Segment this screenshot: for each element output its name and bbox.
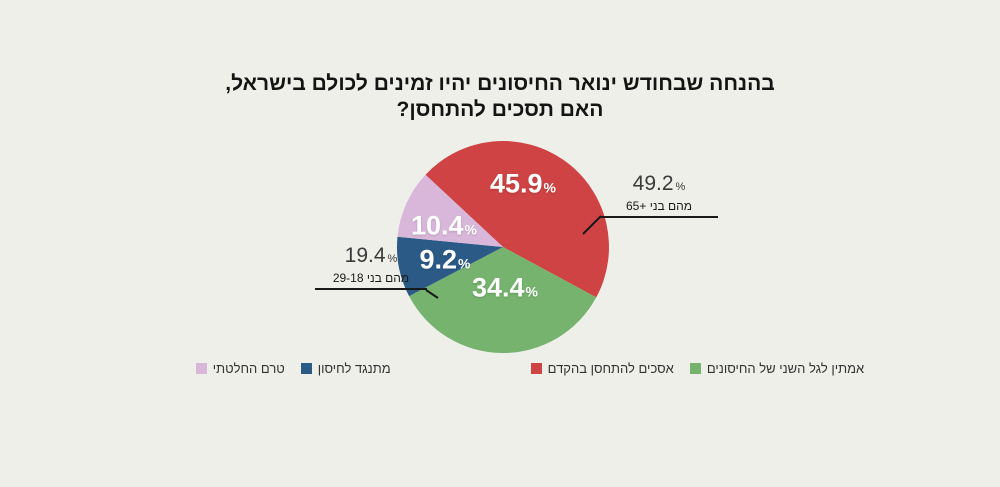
percent-sign: % (543, 179, 557, 196)
annotation-18-29-label: מהם בני 29-18 (332, 271, 410, 285)
slice-value-number: 9.2 (419, 244, 458, 275)
annotation-65plus-label: מהם בני +65 (626, 199, 692, 213)
annotation-65plus-number: 49.2 (632, 172, 674, 195)
legend-label: אמתין לגל השני של החיסונים (706, 361, 865, 376)
annotation-18-29-value: 19.4% (315, 244, 427, 271)
legend-swatch-icon (300, 363, 312, 374)
legend-label: מתנגד לחיסון (317, 361, 391, 376)
annotation-65plus: 49.2% מהם בני +65 (600, 172, 718, 218)
chart-legend: טרם החלטתי מתנגד לחיסון אסכים להתחסן בהקדם… (30, 361, 1000, 376)
percent-sign: % (675, 181, 686, 193)
legend-item-1: טרם החלטתי (195, 361, 285, 376)
legend-item-4: אמתין לגל השני של החיסונים (689, 361, 865, 376)
pie-slice-2 (409, 247, 597, 353)
legend-item-2: מתנגד לחיסון (300, 361, 391, 376)
legend-label: אסכים להתחסן בהקדם (547, 361, 674, 376)
legend-swatch-icon (689, 363, 701, 374)
slice-value-label: 10.4% (410, 210, 478, 244)
slice-value-label: 45.9% (489, 168, 557, 202)
annotation-18-29: 19.4% מהם בני 29-18 (315, 244, 427, 290)
pie-slice-3 (396, 236, 503, 297)
chart-title-line-2: האם תסכים להתחסן? (396, 98, 604, 121)
pie-slice-4 (397, 174, 503, 247)
slice-value-label: 9.2% (419, 244, 471, 278)
pie-slice-1 (425, 141, 609, 298)
percent-sign: % (458, 255, 471, 272)
percent-sign: % (387, 253, 398, 265)
slice-value-label: 34.4% (471, 272, 539, 306)
percent-sign: % (525, 283, 539, 300)
callout-line-18-29 (425, 289, 439, 299)
slice-value-number: 10.4 (410, 210, 464, 241)
slice-value-number: 45.9 (489, 168, 543, 199)
legend-label: טרם החלטתי (212, 361, 285, 376)
chart-title-line-1: בהנחה שבחודש ינואר החיסונים יהיו זמינים … (225, 72, 775, 95)
percent-sign: % (464, 221, 478, 238)
chart-title: בהנחה שבחודש ינואר החיסונים יהיו זמינים … (0, 71, 1000, 123)
annotation-65plus-value: 49.2% (600, 172, 718, 199)
annotation-18-29-number: 19.4 (344, 244, 386, 267)
callout-line-65plus (582, 215, 602, 235)
legend-swatch-icon (530, 363, 542, 374)
legend-swatch-icon (195, 363, 207, 374)
slice-value-number: 34.4 (471, 272, 525, 303)
legend-item-3: אסכים להתחסן בהקדם (530, 361, 674, 376)
